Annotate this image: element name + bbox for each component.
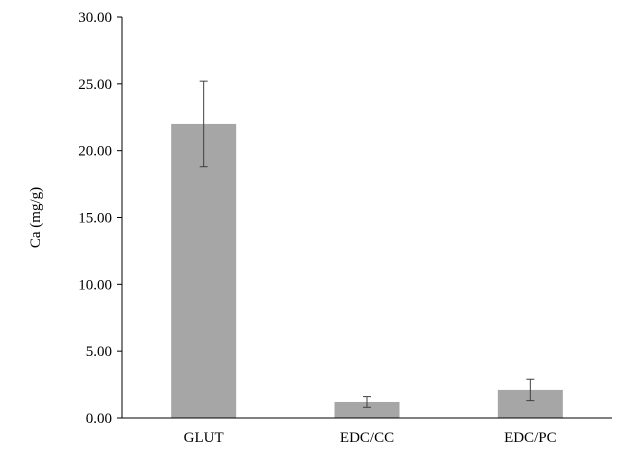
y-axis-title: Ca (mg/g) [28, 187, 44, 248]
y-axis-ticks: 0.00 5.00 10.00 15.00 20.00 25.00 30.00 [78, 10, 122, 427]
error-bar-edc-pc [526, 378, 535, 402]
y-tick-label: 5.00 [86, 344, 112, 360]
bar-edc-cc [334, 401, 400, 418]
y-tick-label: 10.00 [78, 277, 112, 293]
x-axis-labels: GLUT EDC/CC EDC/PC [184, 430, 557, 446]
x-tick-label: GLUT [184, 430, 224, 446]
y-tick-label: 0.00 [86, 411, 112, 427]
error-bar-edc-cc [363, 396, 371, 408]
error-bars [199, 80, 535, 408]
bar-glut [171, 123, 237, 418]
x-tick-label: EDC/CC [340, 430, 394, 446]
y-tick-label: 15.00 [78, 211, 112, 227]
y-tick-label: 20.00 [78, 144, 112, 160]
y-tick-label: 25.00 [78, 77, 112, 93]
bars [171, 123, 563, 418]
y-tick-label: 30.00 [78, 10, 112, 26]
error-bar-glut [199, 80, 208, 168]
x-tick-label: EDC/PC [504, 430, 557, 446]
